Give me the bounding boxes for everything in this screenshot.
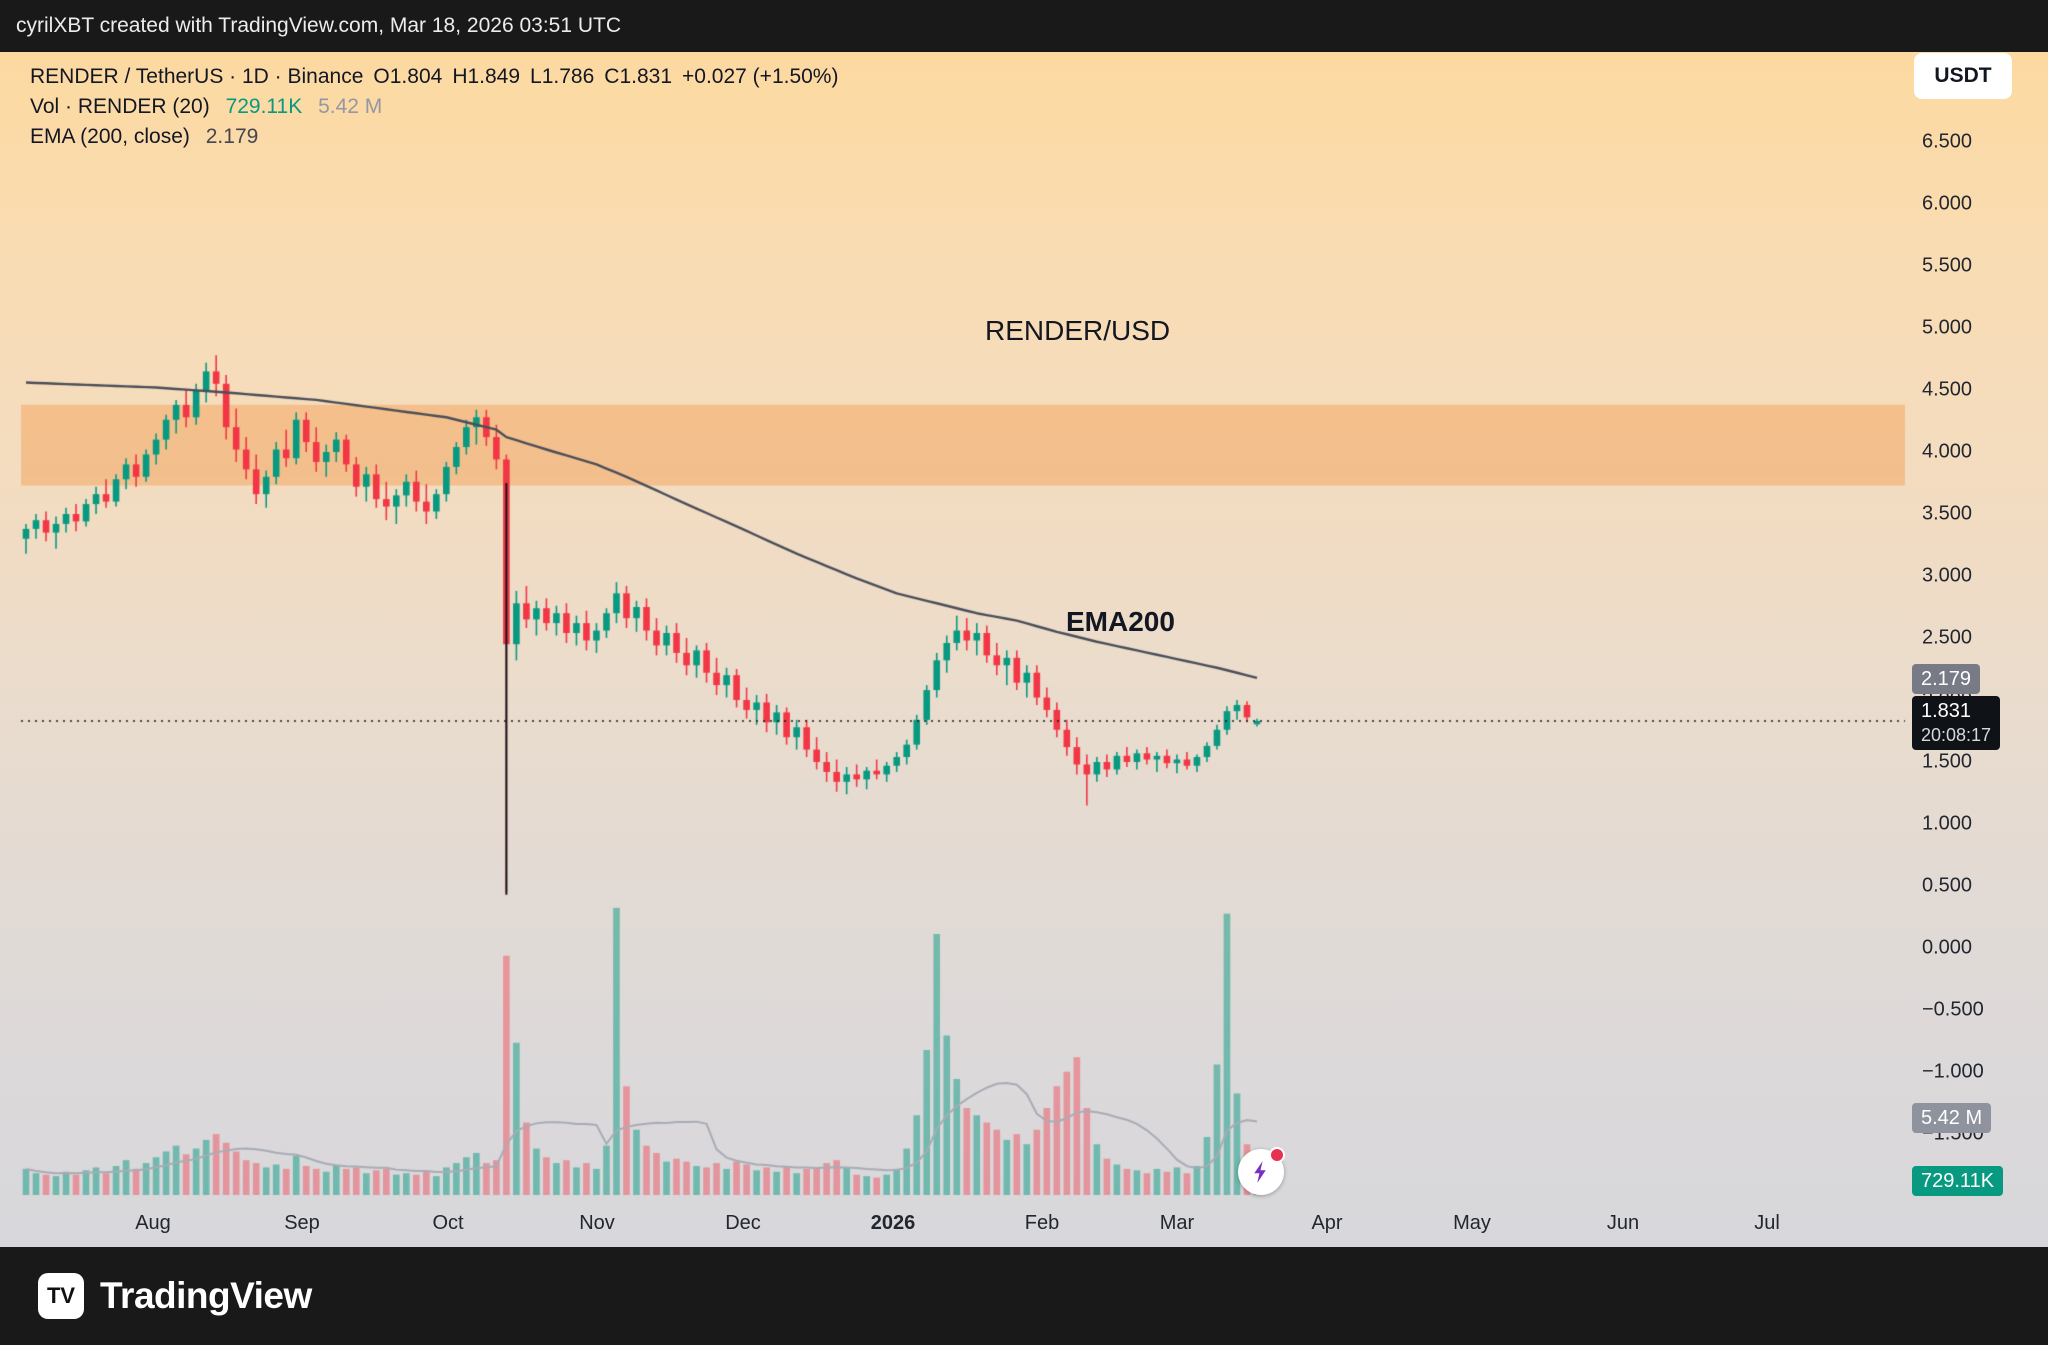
currency-toggle-button[interactable]: USDT	[1914, 53, 2012, 99]
ema-price-badge: 2.179	[1912, 664, 1981, 694]
tradingview-logo-icon[interactable]: TV	[38, 1273, 84, 1319]
bar-countdown: 20:08:17	[1921, 725, 1992, 745]
volume-indicator-row[interactable]: Vol · RENDER (20) 729.11K 5.42 M	[30, 92, 838, 122]
footer-bar: TV TradingView	[0, 1247, 2048, 1345]
lightning-icon	[1254, 1161, 1266, 1183]
symbol-row[interactable]: RENDER / TetherUS · 1D · Binance O1.804 H1…	[30, 62, 838, 92]
ema200-annotation: EMA200	[1066, 606, 1175, 637]
high-value: 1.849	[467, 65, 521, 88]
author-avatar[interactable]	[1238, 1147, 1285, 1195]
ema-indicator-row[interactable]: EMA (200, close) 2.179	[30, 122, 838, 152]
change-value: +0.027 (+1.50%)	[682, 65, 839, 88]
low-value: 1.786	[541, 65, 595, 88]
tradingview-wordmark[interactable]: TradingView	[100, 1275, 312, 1316]
last-price-badge: 1.831 20:08:17	[1912, 696, 2001, 750]
symbol-title: RENDER / TetherUS · 1D · Binance	[30, 65, 364, 88]
close-value: 1.831	[619, 65, 673, 88]
last-price-value: 1.831	[1921, 700, 1972, 722]
volume-ma-value: 5.42 M	[318, 95, 383, 118]
volume-label: Vol · RENDER (20)	[30, 95, 210, 118]
volume-ma-badge: 5.42 M	[1912, 1103, 1992, 1133]
volume-badge: 729.11K	[1912, 1166, 2004, 1196]
high-label: H	[452, 65, 468, 88]
close-label: C	[604, 65, 620, 88]
low-label: L	[530, 65, 542, 88]
attribution-text: cyrilXBT created with TradingView.com, M…	[16, 14, 622, 37]
volume-value: 729.11K	[225, 95, 303, 118]
ema-label: EMA (200, close)	[30, 125, 190, 148]
notification-dot	[1269, 1147, 1285, 1163]
chart-legend: RENDER / TetherUS · 1D · Binance O1.804 H1…	[30, 62, 838, 152]
pair-annotation: RENDER/USD	[985, 315, 1171, 346]
open-label: O	[373, 65, 390, 88]
open-value: 1.804	[389, 65, 443, 88]
attribution-bar: cyrilXBT created with TradingView.com, M…	[0, 0, 2048, 52]
ema-value: 2.179	[205, 125, 259, 148]
